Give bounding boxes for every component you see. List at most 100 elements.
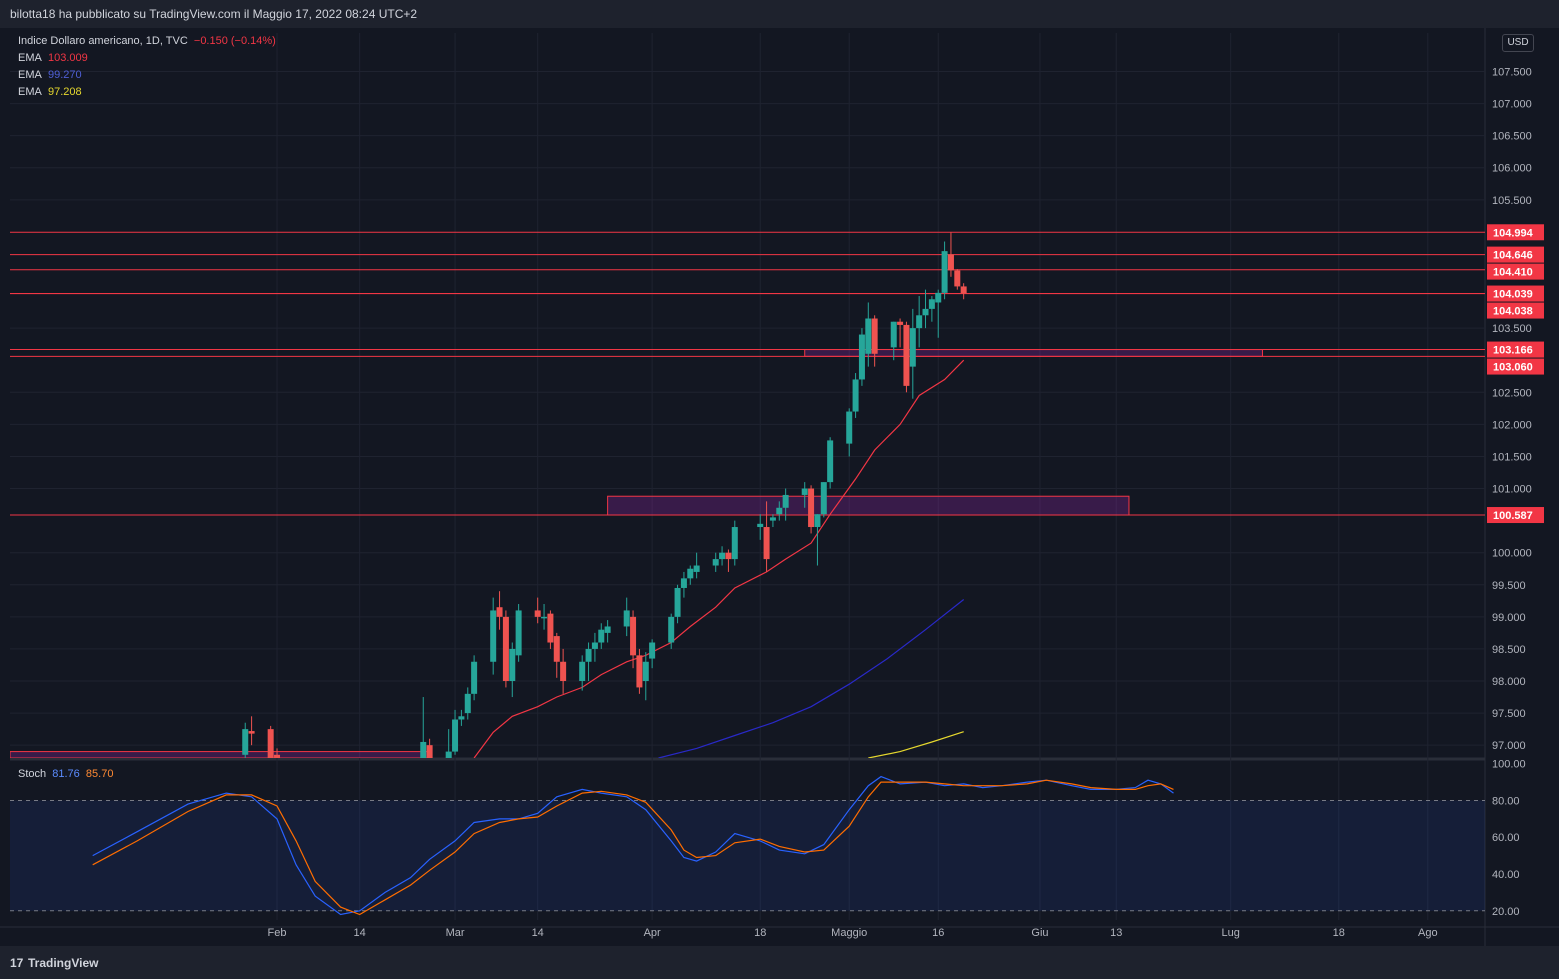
candle <box>630 610 637 669</box>
candle-body <box>464 693 471 714</box>
candle <box>808 485 815 534</box>
y-tick-label: 105.500 <box>1492 195 1532 207</box>
ema-label: EMA <box>18 69 42 81</box>
level-label-bg <box>1487 302 1544 319</box>
candle-body <box>623 610 630 627</box>
ema-line <box>868 731 964 758</box>
candle <box>242 722 249 758</box>
x-tick-label: Apr <box>644 927 661 939</box>
candle <box>471 655 478 701</box>
candle <box>585 642 592 682</box>
candle-body <box>935 292 942 303</box>
candle <box>846 408 853 457</box>
stochastic-panel <box>10 775 1485 916</box>
candle-body <box>827 440 834 483</box>
price-axis[interactable]: 107.500 107.000 106.500 106.000 105.500 103.5… <box>1487 66 1544 918</box>
candle-body <box>579 661 586 682</box>
publisher-bar: bilotta18 ha pubblicato su TradingView.c… <box>0 0 1559 28</box>
grid <box>0 28 1559 946</box>
candle-body <box>452 719 459 752</box>
price-chart[interactable]: 107.500 107.000 106.500 106.000 105.500 103.5… <box>0 28 1559 946</box>
y-tick-label: 106.500 <box>1492 131 1532 143</box>
candle <box>509 642 516 698</box>
x-tick-label: Feb <box>268 927 287 939</box>
candle-body <box>858 334 865 380</box>
level-label-bg <box>1487 341 1544 358</box>
candle-body <box>242 729 249 755</box>
candle <box>560 648 567 694</box>
candle-body <box>636 655 643 688</box>
candle <box>719 546 726 566</box>
candle <box>636 648 643 694</box>
candle-body <box>922 308 929 316</box>
footer: 17 TradingView <box>0 946 1559 979</box>
candle-body <box>471 661 478 694</box>
candle-body <box>693 565 700 572</box>
candle-body <box>445 751 452 758</box>
y-tick-label: 99.500 <box>1492 580 1526 592</box>
stoch-tick-label: 80.00 <box>1492 795 1520 807</box>
candle-body <box>680 578 687 588</box>
candle-body <box>591 642 598 649</box>
change-value: −0.150 (−0.14%) <box>193 35 276 47</box>
candle-body <box>426 745 433 758</box>
candle-body <box>496 607 503 617</box>
tradingview-logo[interactable]: 17 TradingView <box>10 956 98 970</box>
candle <box>782 488 789 521</box>
currency-badge[interactable]: USD <box>1502 34 1534 52</box>
candle <box>668 613 675 649</box>
candle <box>420 697 427 758</box>
candle <box>490 597 497 675</box>
y-tick-label: 106.000 <box>1492 163 1532 175</box>
ema-lines <box>473 359 965 758</box>
x-tick-label: Lug <box>1222 927 1240 939</box>
zone-box <box>607 495 1130 516</box>
stoch-label: Stoch <box>18 768 47 780</box>
x-tick-label: Maggio <box>831 927 867 939</box>
tradingview-logo-icon: 17 <box>10 956 24 970</box>
x-tick-label: Ago <box>1418 927 1438 939</box>
x-tick-label: 14 <box>354 927 366 939</box>
candle-body <box>674 587 681 617</box>
candle-body <box>897 321 904 325</box>
level-label-bg <box>1487 507 1544 524</box>
candle <box>687 565 694 585</box>
zones <box>10 349 1263 758</box>
y-tick-label: 100.000 <box>1492 548 1532 560</box>
y-tick-label: 101.000 <box>1492 484 1532 496</box>
candle <box>502 610 509 688</box>
candles[interactable] <box>242 232 967 758</box>
candle <box>445 729 452 758</box>
ema-value: 97.208 <box>47 86 82 98</box>
candle-body <box>954 270 961 287</box>
stoch-band-fill <box>10 800 1485 911</box>
x-tick-label: Mar <box>446 927 465 939</box>
time-axis[interactable]: Feb 14 Mar 14 Apr 18 Maggio 16 Giu 13 Lug 18 Ago <box>268 927 1438 939</box>
candle <box>547 610 554 649</box>
candle <box>916 296 923 348</box>
candle-body <box>903 324 910 386</box>
candle <box>865 302 872 367</box>
candle-body <box>763 527 770 560</box>
candle <box>591 632 598 662</box>
level-label: 104.038 <box>1493 306 1533 318</box>
candle <box>426 738 433 758</box>
candle-body <box>871 318 878 354</box>
candle <box>579 655 586 691</box>
x-tick-label: 18 <box>1333 927 1345 939</box>
candle <box>464 687 471 720</box>
zone-box <box>10 751 431 758</box>
y-tick-label: 102.500 <box>1492 387 1532 399</box>
candle-body <box>947 254 954 271</box>
level-label: 104.039 <box>1493 289 1533 301</box>
y-tick-label: 107.500 <box>1492 66 1532 78</box>
candle-body <box>909 328 916 367</box>
candle-body <box>712 559 719 566</box>
y-tick-label: 103.500 <box>1492 323 1532 335</box>
candle-body <box>502 616 509 682</box>
candle <box>801 482 808 508</box>
candle <box>452 709 459 755</box>
candle <box>515 604 522 662</box>
y-tick-label: 102.000 <box>1492 419 1532 431</box>
candle-body <box>846 411 853 444</box>
